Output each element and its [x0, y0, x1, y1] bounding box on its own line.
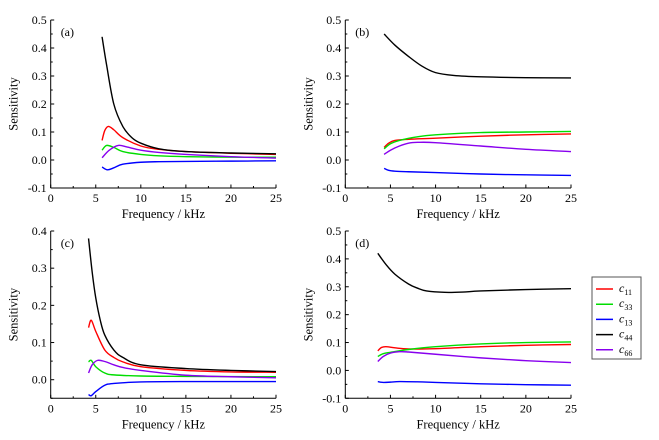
series-line-c11 — [101, 125, 277, 156]
x-axis-label: Frequency / kHz — [122, 417, 206, 431]
x-tick-label: 20 — [225, 191, 237, 205]
x-tick-label: 25 — [270, 191, 282, 205]
series-line-c44 — [383, 33, 572, 79]
y-tick-label: 0.0 — [326, 363, 341, 377]
panel-label: (d) — [355, 236, 369, 250]
panel-c: 0 5 10 15 20 25 0.0 0.1 0.2 0.3 0.4 Frequency / kHz… — [7, 224, 282, 431]
y-tick-label: 0.0 — [326, 153, 341, 167]
x-axis-label: Frequency / kHz — [122, 207, 206, 221]
y-tick-label: 0.3 — [32, 69, 47, 83]
legend-subscript: 44 — [624, 334, 632, 343]
x-tick-label: 20 — [225, 401, 237, 415]
series-line-c33 — [377, 341, 572, 358]
series-line-c11 — [383, 133, 572, 148]
y-axis-label: Sensitivity — [301, 287, 315, 341]
panel-a: 0 5 10 15 20 25 -0.1 0.0 0.1 0.2 0.3 0.4 0.5 Frequenc… — [7, 13, 282, 221]
x-axis-label: Frequency / kHz — [416, 207, 500, 221]
x-tick-label: 25 — [565, 401, 577, 415]
y-tick-label: 0.2 — [326, 308, 341, 322]
x-tick-label: 5 — [387, 191, 393, 205]
legend-subscript: 33 — [624, 303, 632, 312]
y-tick-label: 0.3 — [32, 261, 47, 275]
x-tick-label: 0 — [48, 401, 54, 415]
y-tick-label: 0.1 — [326, 125, 341, 139]
series-line-c66 — [87, 359, 277, 379]
y-tick-label: 0.3 — [326, 280, 341, 294]
series-line-c33 — [101, 144, 277, 158]
y-tick-label: -0.1 — [322, 391, 341, 405]
y-tick-label: 0.0 — [32, 153, 47, 167]
series-line-c13 — [101, 160, 277, 171]
series-line-c13 — [383, 167, 572, 177]
x-tick-label: 10 — [430, 401, 442, 415]
y-tick-label: 0.5 — [32, 13, 47, 27]
series-line-c13 — [377, 380, 572, 386]
x-axis-label: Frequency / kHz — [416, 417, 500, 431]
y-axis-label: Sensitivity — [7, 77, 21, 131]
x-tick-label: 20 — [520, 191, 532, 205]
y-tick-label: 0.4 — [326, 41, 341, 55]
x-tick-label: 25 — [270, 401, 282, 415]
y-tick-label: -0.1 — [28, 181, 47, 195]
x-tick-label: 15 — [475, 401, 487, 415]
y-tick-label: 0.2 — [32, 298, 47, 312]
x-tick-label: 15 — [475, 191, 487, 205]
series-line-c66 — [377, 350, 572, 364]
y-tick-label: 0.4 — [32, 41, 47, 55]
y-tick-label: -0.1 — [322, 181, 341, 195]
panel-b: 0 5 10 15 20 25 -0.1 0.0 0.1 0.2 0.3 0.4 0.5 Frequenc… — [301, 13, 577, 221]
x-tick-label: 0 — [342, 401, 348, 415]
legend-subscript: 13 — [624, 318, 632, 327]
legend-subscript: 66 — [624, 349, 632, 358]
x-tick-label: 10 — [135, 191, 147, 205]
y-tick-label: 0.4 — [32, 224, 47, 238]
y-tick-label: 0.3 — [326, 69, 341, 83]
y-axis-label: Sensitivity — [7, 287, 21, 341]
series-line-c13 — [88, 380, 277, 397]
series-line-c33 — [88, 359, 277, 378]
x-tick-label: 10 — [135, 401, 147, 415]
y-tick-label: 0.5 — [326, 224, 341, 238]
x-tick-label: 5 — [387, 401, 393, 415]
y-tick-label: 0.1 — [32, 336, 47, 350]
x-tick-label: 15 — [180, 401, 192, 415]
x-tick-label: 5 — [93, 191, 99, 205]
legend-box — [591, 276, 642, 360]
panel-label: (b) — [355, 25, 369, 39]
series-line-c11 — [87, 319, 277, 373]
x-tick-label: 20 — [520, 401, 532, 415]
x-tick-label: 25 — [565, 191, 577, 205]
series-line-c44 — [101, 36, 277, 155]
y-tick-label: 0.2 — [32, 97, 47, 111]
legend-subscript: 11 — [624, 288, 632, 297]
series-line-c66 — [101, 144, 277, 159]
y-tick-label: 0.2 — [326, 97, 341, 111]
x-tick-label: 10 — [430, 191, 442, 205]
x-tick-label: 0 — [48, 191, 54, 205]
y-axis-label: Sensitivity — [301, 77, 315, 131]
panel-d: 0 5 10 15 20 25 -0.1 0.0 0.1 0.2 0.3 0.4 0.5 Frequenc… — [301, 224, 577, 431]
x-tick-label: 15 — [180, 191, 192, 205]
y-tick-label: 0.0 — [32, 373, 47, 387]
series-line-c44 — [377, 252, 572, 294]
series-line-c33 — [383, 130, 572, 150]
y-tick-label: 0.5 — [326, 13, 341, 27]
panel-label: (a) — [61, 25, 74, 39]
series-line-c66 — [383, 141, 572, 155]
x-tick-label: 5 — [93, 401, 99, 415]
series-line-c44 — [87, 238, 277, 373]
panel-label: (c) — [61, 236, 74, 250]
y-tick-label: 0.1 — [32, 125, 47, 139]
y-tick-label: 0.1 — [326, 336, 341, 350]
y-tick-label: 0.4 — [326, 252, 341, 266]
x-tick-label: 0 — [342, 191, 348, 205]
